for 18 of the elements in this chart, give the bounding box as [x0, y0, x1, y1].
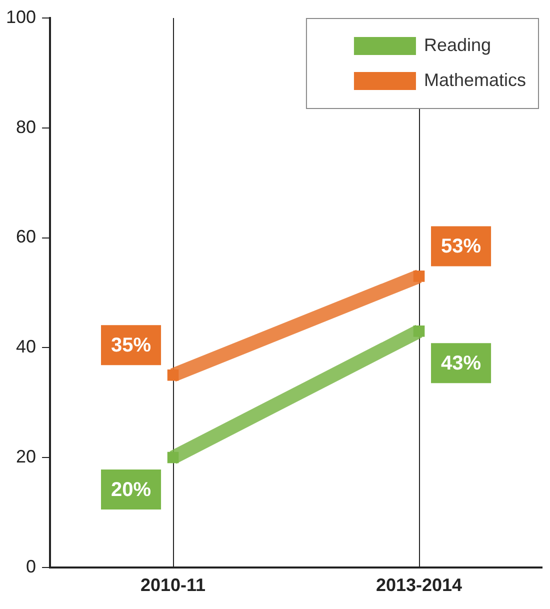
- x-tick-label: 2013-2014: [376, 575, 462, 596]
- point: [167, 452, 179, 464]
- y-tick-label: 20: [16, 446, 36, 466]
- data-label: 43%: [441, 352, 482, 375]
- legend-label: Mathematics: [424, 70, 526, 90]
- legend-label: Reading: [424, 34, 492, 55]
- data-label: 20%: [110, 479, 152, 502]
- point: [413, 326, 425, 337]
- data-label: 35%: [110, 334, 152, 357]
- point: [413, 270, 425, 282]
- data-label: 53%: [441, 236, 482, 258]
- y-tick-label: 0: [26, 556, 36, 576]
- point: [167, 369, 179, 381]
- y-tick-label: 60: [16, 226, 36, 247]
- x-tick-label: 2010-11: [140, 575, 206, 596]
- y-tick-label: 100: [6, 6, 36, 27]
- y-tick-label: 40: [16, 336, 36, 357]
- y-tick-label: 80: [16, 116, 36, 137]
